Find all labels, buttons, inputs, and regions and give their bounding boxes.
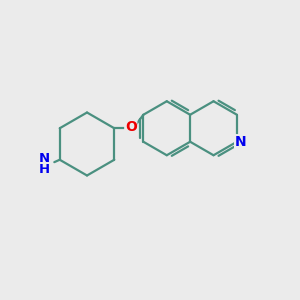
Text: O: O (125, 120, 137, 134)
Text: N: N (235, 135, 246, 149)
Text: H: H (39, 163, 50, 176)
Text: N: N (39, 152, 50, 165)
